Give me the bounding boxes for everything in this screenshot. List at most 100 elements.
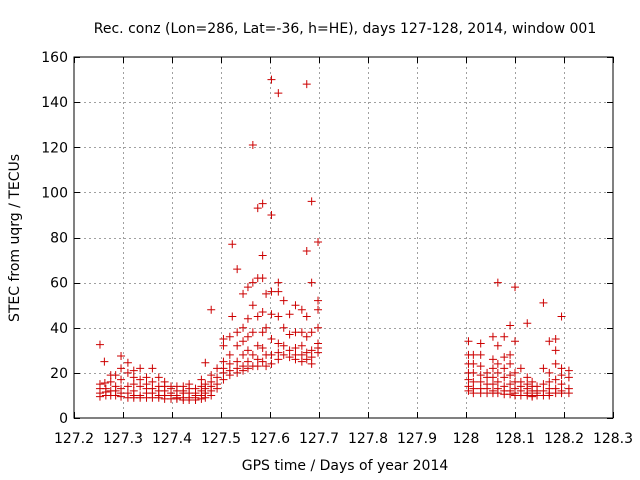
data-point [302,348,311,357]
data-point [464,337,473,346]
data-point [511,368,519,377]
data-point [111,391,120,400]
data-point [302,247,311,256]
data-point [248,328,257,337]
data-point [258,251,267,260]
data-point [493,278,502,287]
data-point [274,287,283,296]
data-point [243,314,252,323]
data-point [136,375,145,384]
data-point [539,364,548,373]
data-point [123,382,132,391]
chart-title: Rec. conz (Lon=286, Lat=-36, h=HE), days… [94,21,596,37]
data-point [213,373,222,382]
data-point [95,392,104,401]
data-point [258,357,267,366]
data-point [302,312,311,321]
data-point [274,89,283,98]
data-point [258,307,267,316]
data-point [297,357,306,366]
data-point [493,368,502,377]
data-point [142,373,151,382]
data-point [233,368,242,377]
data-point [307,278,316,287]
data-point [219,375,228,384]
y-tick-labels: 0 20 40 60 80 100 120 140 160 [41,50,68,427]
tick-marks [74,57,614,419]
y-tick-label: 80 [50,231,68,247]
data-point [464,386,473,395]
data-point [239,323,248,332]
grid-lines [74,57,613,418]
data-point [106,377,115,386]
data-point [239,337,248,346]
data-point [262,323,271,332]
data-point [274,348,283,357]
data-point [219,335,228,344]
data-point [123,358,132,367]
data-point [469,368,478,377]
data-point [488,355,497,364]
data-point [111,371,120,380]
data-point [564,373,573,382]
data-point [476,362,485,371]
data-point [291,301,300,310]
data-point [297,305,306,314]
data-point [148,377,157,386]
x-tick-label: 127.6 [250,431,290,447]
y-tick-label: 120 [41,140,68,156]
data-point [225,371,234,380]
data-point [274,278,283,287]
data-point [129,373,138,382]
data-point [228,240,237,249]
data-point [488,364,497,373]
data-point [469,359,478,368]
x-tick-label: 127.3 [103,431,143,447]
data-point [476,350,485,359]
data-point [488,373,497,382]
y-tick-label: 0 [59,411,68,427]
data-point [307,346,316,355]
data-point [228,312,237,321]
data-point [506,380,515,389]
data-point [297,328,306,337]
data-point [285,310,294,319]
data-points [95,75,573,404]
data-point [279,341,288,350]
data-point [476,377,485,386]
data-point [551,375,560,384]
data-point [291,355,300,364]
data-point [506,350,515,359]
data-point [129,366,138,375]
data-point [117,392,126,401]
data-point [557,364,566,373]
data-point [267,335,276,344]
data-point [551,335,560,344]
data-point [557,312,566,321]
data-point [197,394,206,403]
data-point [297,341,306,350]
data-point [117,351,126,360]
data-point [267,287,276,296]
data-point [262,289,271,298]
data-point [493,341,502,350]
data-point [551,346,560,355]
data-point [274,355,283,364]
data-point [551,359,560,368]
data-point [219,368,228,377]
data-point [267,310,276,319]
data-point [564,389,573,398]
data-point [297,350,306,359]
data-point [267,359,276,368]
data-point [123,368,132,377]
data-point [469,389,478,398]
data-point [314,348,323,357]
data-point [267,350,276,359]
data-point [262,362,271,371]
data-point [545,368,554,377]
plot-frame [73,56,614,419]
data-point [207,371,216,380]
x-tick-label: 128.1 [495,431,535,447]
data-point [253,341,262,350]
data-point [239,289,248,298]
